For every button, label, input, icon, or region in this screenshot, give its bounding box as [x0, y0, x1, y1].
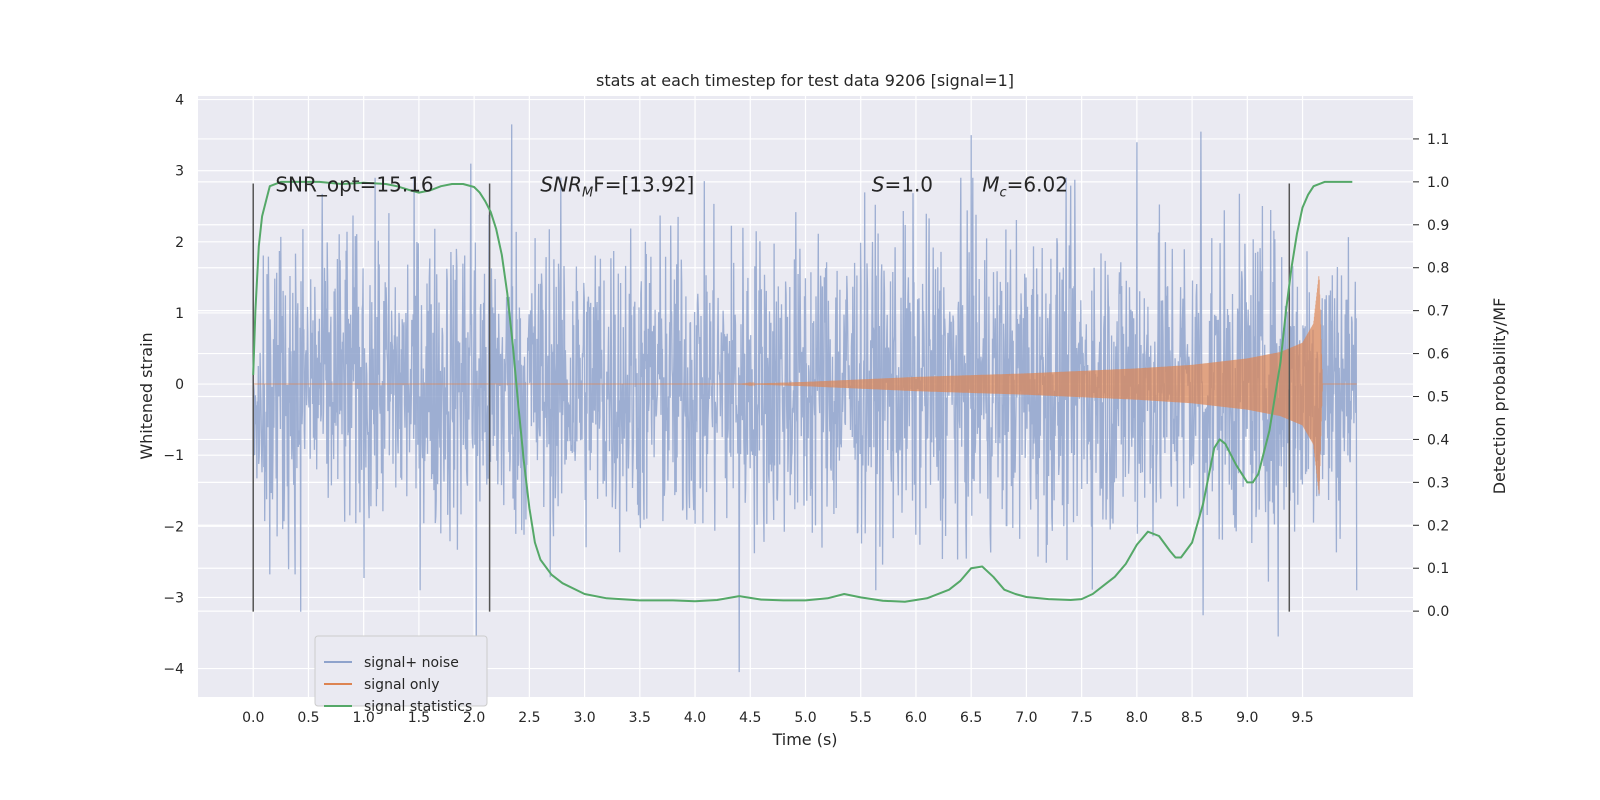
annotation-mc-subscript: c: [999, 185, 1006, 200]
y2-axis-ticks: 1.1 1.0 0.9 0.8 0.7 0.6 0.5 0.4 0.3 0.2 0.1 0.0: [1413, 132, 1449, 620]
x-tick-label: 2.5: [518, 710, 540, 726]
y2-tick-label: 0.9: [1427, 218, 1449, 234]
x-tick-label: 2.0: [463, 710, 485, 726]
y2-tick-label: 0.2: [1427, 518, 1449, 534]
series-signal-plus-noise: [252, 124, 1358, 673]
annotation-s-number: =1.0: [884, 172, 933, 196]
y2-tick-label: 0.0: [1427, 604, 1449, 620]
chirp-trace: [253, 276, 1357, 494]
annotation-mc-value: Mc=6.02: [982, 172, 1068, 200]
series-signal-only: [253, 276, 1357, 494]
x-tick-label: 3.5: [629, 710, 651, 726]
y2-tick-label: 1.0: [1427, 175, 1449, 191]
legend-label-signal-plus-noise: signal+ noise: [364, 655, 459, 671]
y2-tick-label: 0.5: [1427, 390, 1449, 406]
annotation-snr-mf-base: SNR: [540, 172, 582, 196]
x-axis-ticks: 0.0 0.5 1.0 1.5 2.0 2.5 3.0 3.5 4.0 4.5 5.0 5.5 6.0 6…: [242, 710, 1314, 726]
annotation-snr-mf-value: F=[13.92]: [593, 172, 694, 196]
annotation-mc-number: =6.02: [1007, 172, 1068, 196]
chart-title: stats at each timestep for test data 920…: [596, 71, 1014, 90]
x-tick-label: 6.0: [905, 710, 927, 726]
x-tick-label: 0.5: [297, 710, 319, 726]
x-tick-label: 7.5: [1071, 710, 1093, 726]
annotation-mc-symbol: M: [982, 172, 999, 196]
y2-tick-label: 0.3: [1427, 475, 1449, 491]
x-axis-label: Time (s): [771, 730, 837, 749]
legend: signal+ noise signal only signal statist…: [314, 635, 488, 715]
legend-label-signal-only: signal only: [364, 677, 439, 693]
y-tick-label: 1: [175, 306, 184, 322]
series-signal-statistics: [252, 180, 1353, 603]
x-tick-label: 8.5: [1181, 710, 1203, 726]
x-tick-label: 4.0: [684, 710, 706, 726]
y2-tick-label: 0.8: [1427, 261, 1449, 277]
y2-tick-label: 0.6: [1427, 347, 1449, 363]
x-tick-label: 3.0: [573, 710, 595, 726]
annotation-snr-opt: SNR_opt=15.16: [275, 172, 433, 196]
annotation-snr-mf: SNRMF=[13.92]: [540, 172, 694, 200]
statistics-trace: [252, 180, 1353, 603]
y-tick-label: −1: [163, 448, 184, 464]
annotation-s-value: S=1.0: [872, 172, 933, 196]
y2-tick-label: 1.1: [1427, 132, 1449, 148]
x-tick-label: 0.0: [242, 710, 264, 726]
annotation-snr-mf-subscript: M: [582, 185, 593, 200]
y-tick-label: −3: [163, 590, 184, 606]
x-tick-label: 7.0: [1015, 710, 1037, 726]
vertical-markers: [252, 183, 1291, 612]
x-tick-label: 5.5: [850, 710, 872, 726]
y-tick-label: −2: [163, 519, 184, 535]
y-tick-label: −4: [163, 662, 184, 678]
y-axis-label: Whitened strain: [137, 332, 156, 459]
y2-tick-label: 0.1: [1427, 561, 1449, 577]
y-tick-label: 2: [175, 235, 184, 251]
y2-axis-label: Detection probability/MF: [1490, 298, 1509, 495]
legend-label-signal-statistics: signal statistics: [364, 699, 472, 715]
x-tick-label: 5.0: [794, 710, 816, 726]
y-tick-label: 4: [175, 93, 184, 109]
y-tick-label: 3: [175, 164, 184, 180]
y-axis-ticks: 4 3 2 1 0 −1 −2 −3 −4: [163, 93, 184, 678]
y2-tick-label: 0.7: [1427, 304, 1449, 320]
x-tick-label: 6.5: [960, 710, 982, 726]
legend-box: [314, 635, 488, 707]
x-tick-label: 9.0: [1236, 710, 1258, 726]
annotation-s-symbol: S: [872, 172, 885, 196]
noise-trace: [252, 124, 1358, 673]
x-tick-label: 1.5: [408, 710, 430, 726]
x-tick-label: 8.0: [1126, 710, 1148, 726]
x-tick-label: 9.5: [1291, 710, 1313, 726]
y-tick-label: 0: [175, 377, 184, 393]
x-tick-label: 4.5: [739, 710, 761, 726]
y2-tick-label: 0.4: [1427, 432, 1449, 448]
x-tick-label: 1.0: [353, 710, 375, 726]
